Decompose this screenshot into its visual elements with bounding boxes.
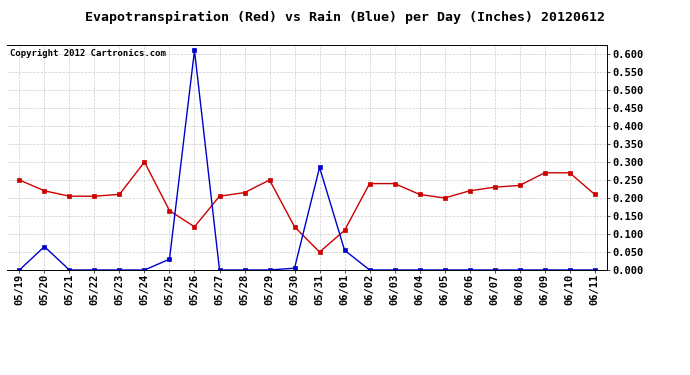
Text: Evapotranspiration (Red) vs Rain (Blue) per Day (Inches) 20120612: Evapotranspiration (Red) vs Rain (Blue) … bbox=[85, 11, 605, 24]
Text: Copyright 2012 Cartronics.com: Copyright 2012 Cartronics.com bbox=[10, 50, 166, 58]
